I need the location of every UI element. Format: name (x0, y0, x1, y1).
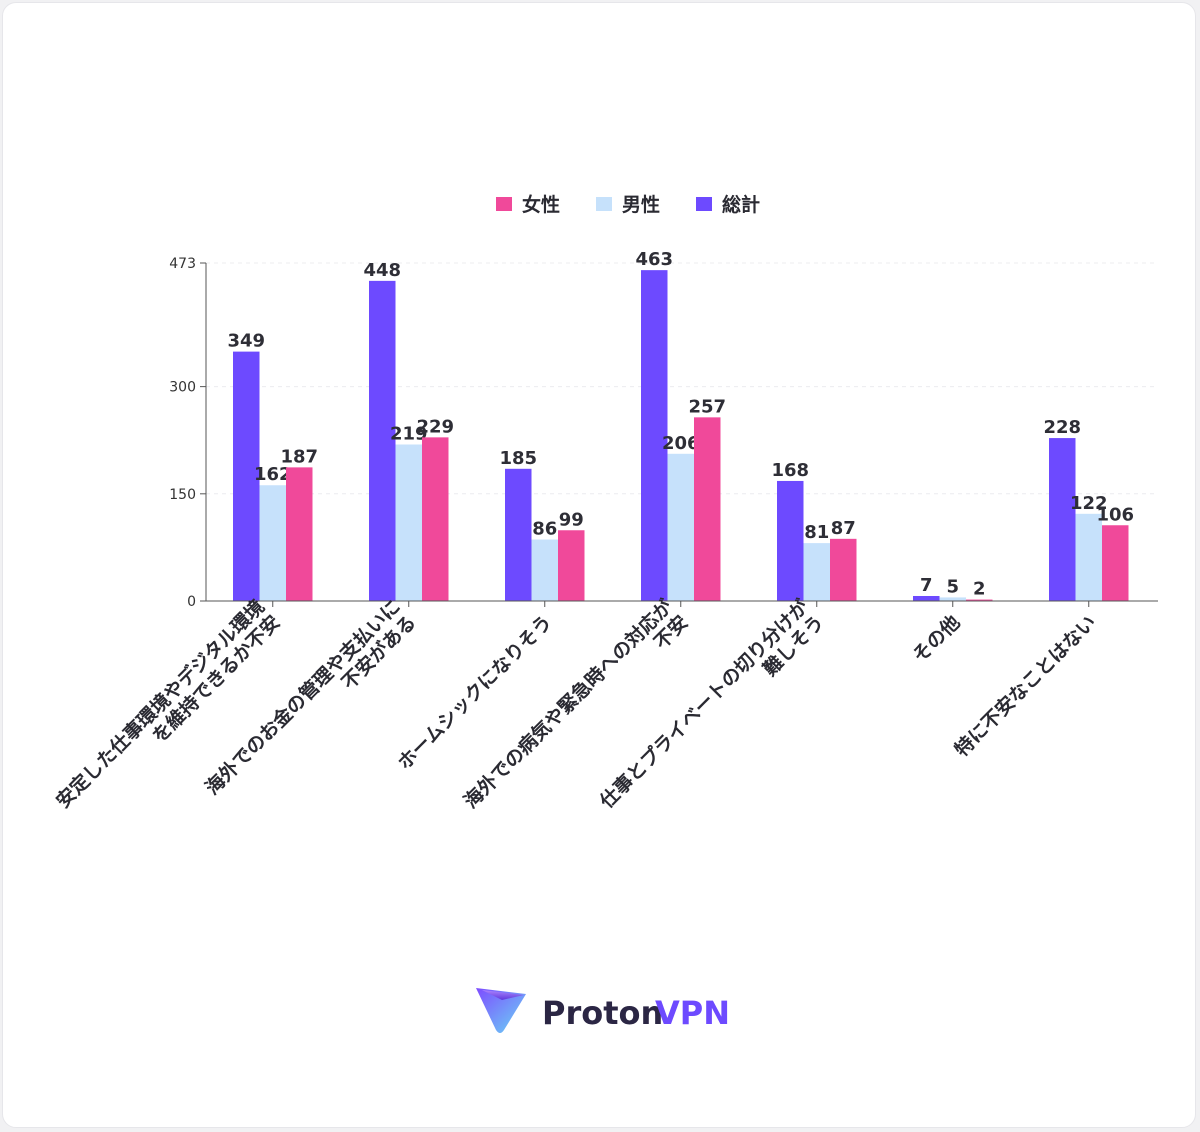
bar-2-0 (505, 468, 532, 601)
bar-1-0 (369, 280, 396, 601)
bar-value-label-3-1: 206 (662, 433, 700, 454)
bar-value-label-2-2: 99 (559, 509, 584, 530)
bar-5-1 (939, 597, 966, 601)
bar-value-label-4-2: 87 (831, 518, 856, 539)
bar-3-2 (694, 417, 721, 601)
bar-value-label-5-2: 2 (973, 579, 986, 600)
y-tick-label-1: 150 (169, 487, 196, 503)
legend-swatch-0 (496, 197, 512, 211)
bar-6-1 (1075, 513, 1102, 601)
bar-value-label-0-1: 162 (254, 464, 292, 485)
category-label-line-0-0: 安定した仕事環境やデジタル環境 (51, 595, 269, 813)
bar-value-label-0-0: 349 (227, 331, 265, 352)
bar-value-label-1-0: 448 (363, 260, 401, 281)
legend: 女性 男性 総計 (496, 193, 760, 216)
category-label-line-5-0: その他 (908, 611, 965, 668)
bar-value-label-2-0: 185 (499, 448, 537, 469)
legend-swatch-1 (596, 197, 612, 211)
bar-0-2 (286, 467, 313, 601)
legend-label-0: 女性 (522, 193, 560, 216)
category-labels: 安定した仕事環境やデジタル環境を維持できるか不安海外でのお金の管理や支払いに不安… (51, 595, 1101, 814)
bar-value-label-6-1: 122 (1070, 493, 1108, 514)
bar-value-label-2-1: 86 (532, 519, 557, 540)
bar-6-0 (1049, 438, 1076, 601)
bar-value-label-3-2: 257 (688, 396, 726, 417)
bar-value-label-6-0: 228 (1043, 417, 1081, 438)
bar-value-label-5-1: 5 (946, 576, 959, 597)
axis (205, 263, 1158, 607)
bar-value-label-1-2: 229 (416, 416, 454, 437)
legend-label-2: 総計 (722, 193, 760, 216)
brand-name-proton: Proton (542, 994, 663, 1032)
bar-6-2 (1102, 525, 1129, 601)
bar-value-label-0-2: 187 (280, 446, 318, 467)
legend-swatch-2 (696, 197, 712, 211)
bar-0-1 (259, 485, 286, 601)
category-label-line-4-0: 仕事とプライベートの切り分けが (594, 595, 813, 814)
bar-5-0 (913, 595, 940, 601)
bar-4-2 (830, 538, 857, 601)
bar-0-0 (233, 351, 260, 601)
bar-value-label-6-2: 106 (1096, 504, 1134, 525)
proton-vpn-logo-icon (476, 988, 526, 1033)
bar-value-label-5-0: 7 (920, 575, 933, 596)
y-tick-label-0: 0 (187, 594, 196, 610)
bar-3-0 (641, 270, 668, 601)
bar-2-1 (531, 539, 558, 601)
bar-2-2 (558, 530, 585, 601)
category-label-line-3-0: 海外での病気や緊急時への対応が (459, 595, 677, 813)
brand-logo: Proton VPN (476, 988, 730, 1033)
bar-1-1 (395, 444, 422, 601)
category-label-6: 特に不安なことはない (950, 611, 1101, 762)
bar-5-2 (966, 599, 993, 601)
y-tick-label-2: 300 (169, 380, 196, 396)
bar-3-1 (667, 453, 694, 601)
bar-value-label-4-1: 81 (804, 522, 829, 543)
brand-name-vpn: VPN (655, 994, 730, 1032)
bar-4-0 (777, 480, 804, 601)
bar-value-label-3-0: 463 (635, 249, 673, 270)
legend-label-1: 男性 (622, 193, 660, 216)
bar-value-label-1-1: 219 (390, 424, 428, 445)
bar-1-2 (422, 437, 449, 601)
y-tick-label-3: 473 (169, 256, 196, 272)
category-label-line-6-0: 特に不安なことはない (950, 611, 1101, 762)
bar-value-label-4-0: 168 (771, 460, 809, 481)
category-label-5: その他 (908, 611, 965, 668)
bar-4-1 (803, 543, 830, 601)
